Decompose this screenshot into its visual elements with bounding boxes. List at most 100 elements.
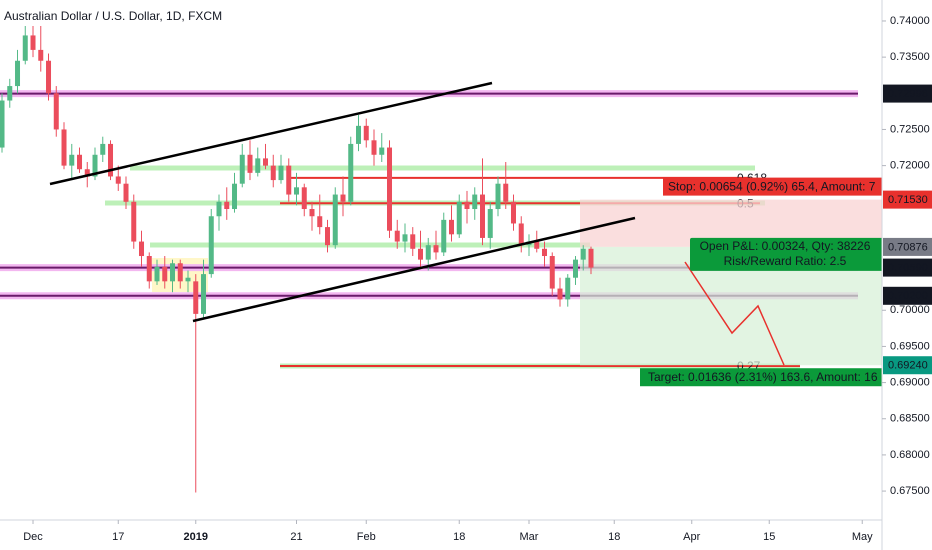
y-tick-label: 0.72500 [890, 123, 930, 135]
candle-body [332, 194, 338, 246]
candle-body [61, 129, 67, 166]
pnl-label-bg [690, 237, 882, 271]
candle-body [325, 227, 331, 246]
candle-body [580, 248, 586, 260]
axes: 0.74000 0.73500 0.72500 0.72000 0.70000 0.695… [23, 15, 932, 543]
candle-body [92, 154, 98, 177]
candle-body [356, 125, 362, 144]
trend-line [49, 81, 493, 186]
y-tick-label: 0.68000 [890, 449, 930, 461]
x-tick-label: Mar [520, 531, 539, 543]
candle-body [286, 165, 292, 195]
candle-body [410, 234, 416, 249]
candle-body [224, 201, 230, 210]
y-tick-label: 0.69500 [890, 340, 930, 352]
target-label: Target: 0.01636 (2.31%) 163.6, Amount: 1… [648, 370, 878, 384]
candle-body [15, 60, 21, 87]
x-tick-label: 17 [112, 531, 124, 543]
candle-body [294, 187, 300, 195]
price-tag-label: 0.69240 [888, 360, 928, 372]
y-tick-label: 0.69000 [890, 376, 930, 388]
candle-body [123, 183, 129, 202]
price-tag [883, 356, 932, 375]
candle-body [456, 201, 462, 235]
candle-body [402, 234, 408, 242]
candle-body [115, 176, 121, 184]
candle-body [216, 201, 222, 217]
candle-body [534, 241, 540, 249]
price-tag-label: 0.70590 [888, 262, 928, 274]
x-tick-label: Apr [683, 531, 700, 543]
price-tag [883, 237, 932, 256]
candle-body [394, 230, 400, 242]
candle-body [309, 209, 315, 217]
stop-label-bg [663, 177, 882, 196]
candle-body [387, 147, 393, 231]
target-label-bg [640, 368, 882, 387]
rr-label: Risk/Reward Ratio: 2.5 [724, 254, 847, 268]
y-tick-label: 0.68500 [890, 413, 930, 425]
candle-body [510, 201, 516, 224]
candle-body [495, 183, 501, 210]
candle-body [301, 187, 307, 210]
candle-body [208, 216, 214, 275]
candle-body [541, 248, 547, 257]
candle-body [503, 183, 509, 202]
y-tick-label: 0.73500 [890, 51, 930, 63]
candle-body [139, 241, 145, 257]
candle-body [69, 154, 75, 166]
candle-body [100, 143, 106, 155]
y-tick-label: 0.70000 [890, 304, 930, 316]
candle-body [232, 183, 238, 210]
candle-body [572, 259, 578, 278]
title-bg [0, 6, 228, 26]
x-tick-label: Dec [23, 531, 43, 543]
candle-body [162, 266, 168, 282]
candle-body [38, 49, 44, 61]
y-tick-label: 0.74000 [890, 15, 930, 27]
candle-body [518, 223, 524, 246]
pnl-label: Open P&L: 0.00324, Qty: 38226 [700, 239, 871, 253]
candle-body [418, 248, 424, 260]
price-tag [883, 258, 932, 277]
price-tag [883, 286, 932, 305]
candle-body [379, 147, 385, 155]
candle-body [177, 263, 183, 282]
price-tag-label: 0.71530 [888, 194, 928, 206]
projection-path [684, 261, 785, 366]
candle-body [239, 154, 245, 184]
candle-body [131, 201, 137, 242]
candle-body [263, 158, 269, 166]
x-tick-label: 18 [608, 531, 620, 543]
candle-body [53, 93, 59, 130]
candle-body [317, 216, 323, 228]
x-tick-label: Feb [357, 531, 376, 543]
stop-label: Stop: 0.00654 (0.92%) 65.4, Amount: 7 [668, 179, 876, 193]
x-tick-label: 15 [763, 531, 775, 543]
candle-body [201, 274, 207, 314]
candle-body [7, 86, 13, 101]
candle-body [278, 165, 284, 181]
candle-body [363, 125, 369, 141]
candle-body [479, 194, 485, 238]
candle-body [0, 100, 5, 148]
trend-line [192, 216, 636, 323]
candle-body [185, 277, 191, 282]
x-tick-label: 18 [453, 531, 465, 543]
candle-body [146, 256, 152, 282]
candle-body [433, 245, 439, 253]
price-tag [883, 190, 932, 209]
x-tick-label: 21 [290, 531, 302, 543]
candle-body [588, 248, 594, 268]
candle-body [77, 154, 83, 170]
price-tag-label: 0.70200 [888, 290, 928, 302]
candle-body [340, 194, 346, 202]
drawings: Stop: 0.00654 (0.92%) 65.4, Amount: 7 Ope… [49, 81, 882, 387]
candle-body [255, 158, 261, 173]
candle-body [348, 143, 354, 202]
candle-body [193, 281, 199, 314]
candle-body [247, 154, 253, 173]
candle-body [472, 194, 478, 210]
candle-body [565, 277, 571, 300]
